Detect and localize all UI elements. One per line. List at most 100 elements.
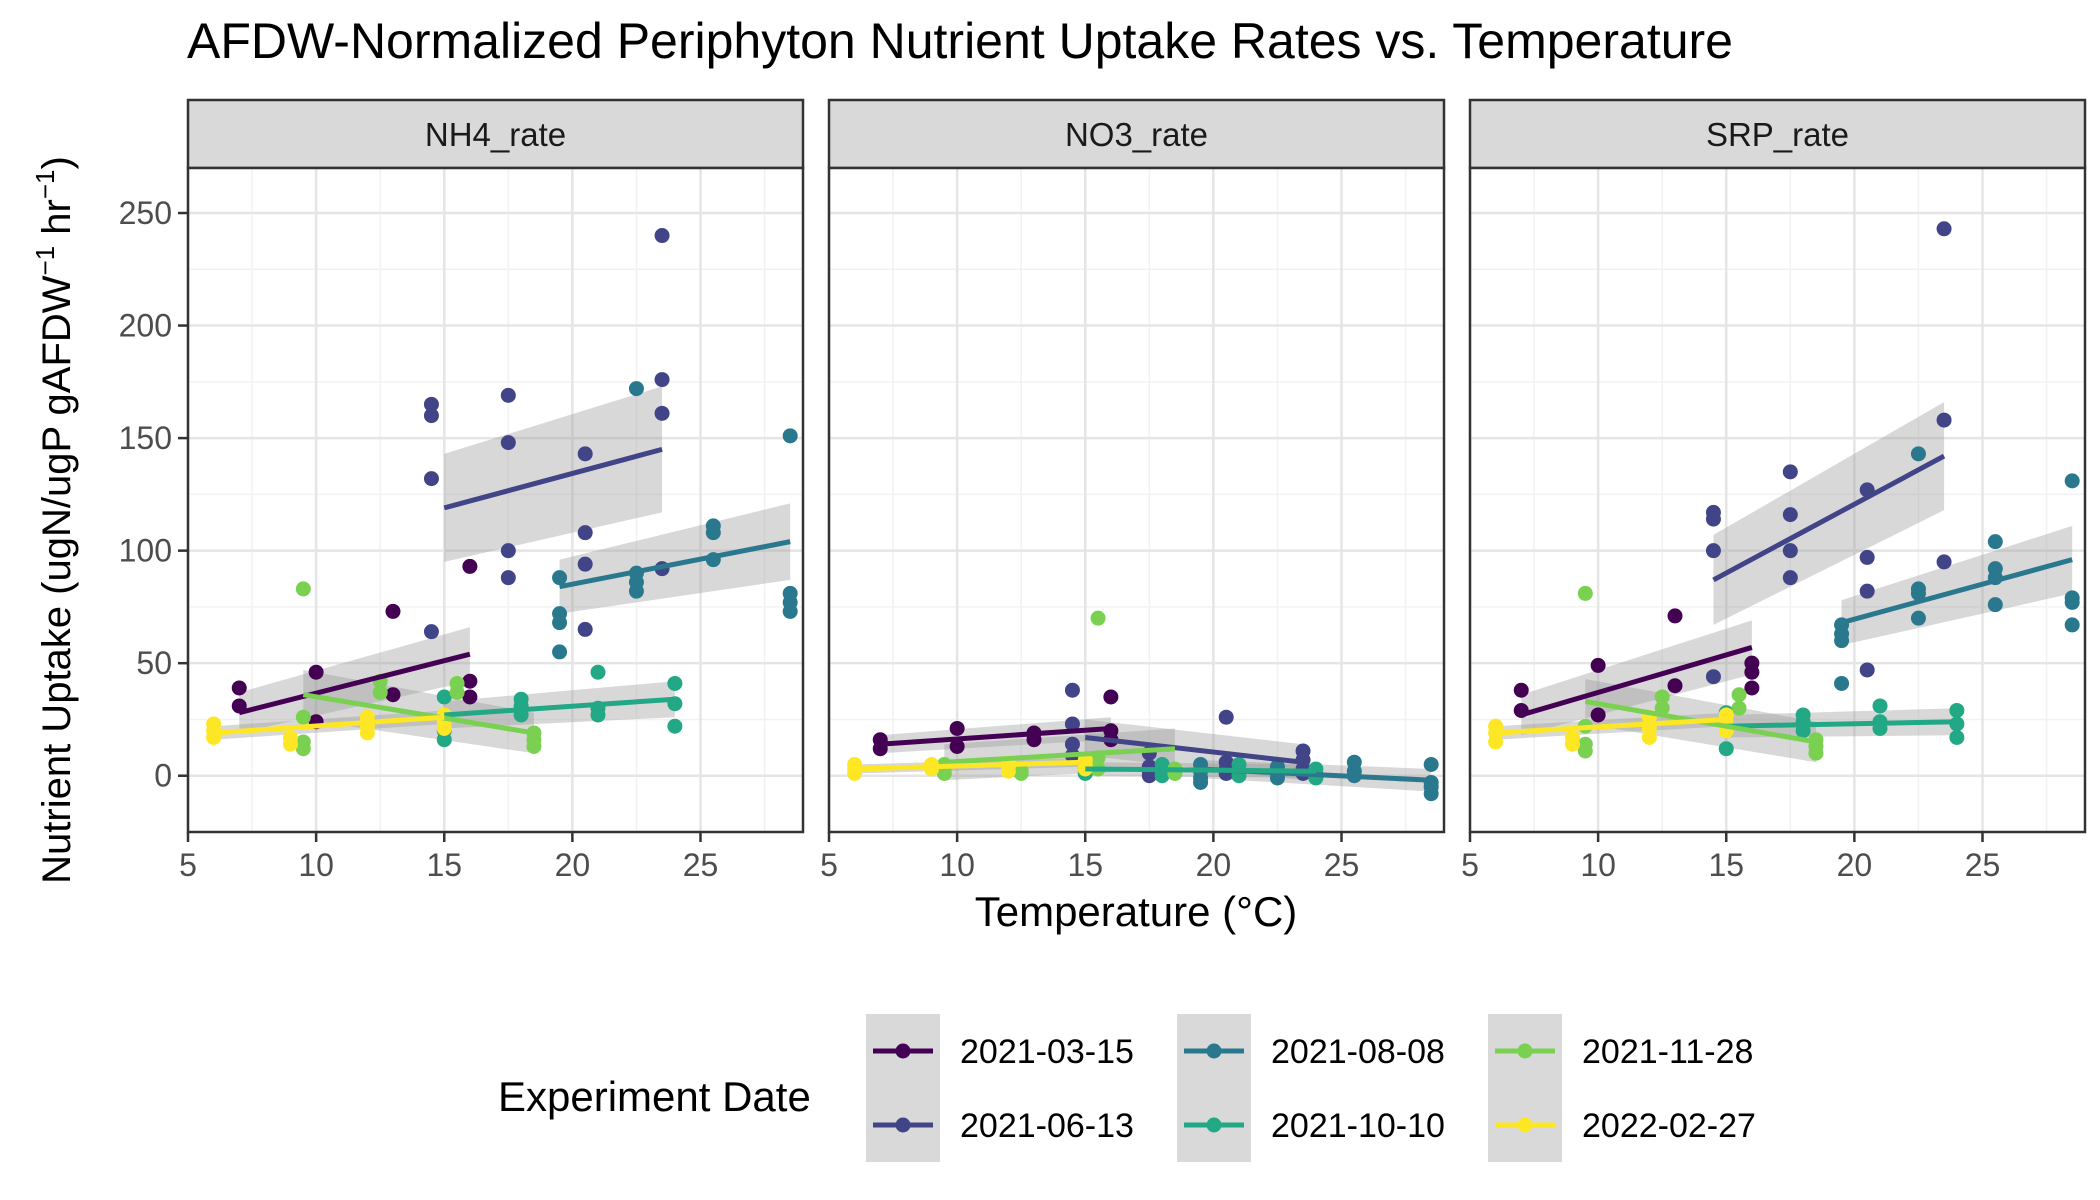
point-2021-03-15 <box>385 687 401 703</box>
ribbon-2021-03-15 <box>239 627 470 733</box>
legend-item-2021-06-13: 2021-06-13 <box>866 1088 1134 1162</box>
point-2021-10-10 <box>1718 741 1734 757</box>
y-axis-label-sup2: −1 <box>30 169 60 199</box>
y-tick-label: 150 <box>119 420 172 456</box>
panel-SRP_rate: SRP_rate 5 10 15 20 25 <box>1461 98 2087 883</box>
point-2022-02-27 <box>1000 763 1016 779</box>
point-2021-06-13 <box>423 471 439 487</box>
point-2021-06-13 <box>577 525 593 541</box>
point-2021-08-08 <box>2064 594 2080 610</box>
legend-label: 2021-11-28 <box>1582 1033 1753 1071</box>
point-2021-08-08 <box>1910 446 1926 462</box>
point-2021-06-13 <box>577 556 593 572</box>
fit-lines <box>854 725 1432 783</box>
facet-label: NH4_rate <box>425 116 566 153</box>
facet-label: NO3_rate <box>1065 116 1208 153</box>
ribbon-2021-06-13 <box>444 386 663 562</box>
point-2021-06-13 <box>423 396 439 412</box>
point-2021-11-28 <box>936 765 952 781</box>
point-2021-03-15 <box>462 689 478 705</box>
point-2021-03-15 <box>462 673 478 689</box>
legend-title: Experiment Date <box>498 1073 811 1120</box>
fit-line-2021-06-13 <box>443 446 663 511</box>
point-2021-06-13 <box>1936 554 1952 570</box>
y-tick-label: 250 <box>119 195 172 231</box>
point-2021-11-28 <box>1577 743 1593 759</box>
legend-key-point <box>895 1043 911 1059</box>
point-2021-06-13 <box>1782 464 1798 480</box>
point-2021-03-15 <box>462 558 478 574</box>
x-tick-label: 20 <box>1837 847 1873 883</box>
point-2021-11-28 <box>295 581 311 597</box>
point-2021-06-13 <box>500 435 516 451</box>
point-2021-10-10 <box>1872 698 1888 714</box>
y-tick-label: 50 <box>136 645 172 681</box>
point-2022-02-27 <box>1488 734 1504 750</box>
point-2021-10-10 <box>436 732 452 748</box>
point-2021-03-15 <box>1667 608 1683 624</box>
point-2021-06-13 <box>654 228 670 244</box>
y-axis-ticks: 0 50 100 150 200 250 <box>119 195 188 794</box>
point-2021-06-13 <box>654 405 670 421</box>
point-2021-06-13 <box>500 570 516 586</box>
legend-label: 2022-02-27 <box>1582 1107 1756 1145</box>
point-2021-11-28 <box>1731 687 1747 703</box>
point-2021-06-13 <box>1782 507 1798 523</box>
fit-lines <box>1495 453 2073 745</box>
legend-item-2021-11-28: 2021-11-28 <box>1488 1014 1753 1088</box>
x-axis-label: Temperature (°C) <box>975 888 1298 935</box>
point-2021-08-08 <box>1910 585 1926 601</box>
point-2021-03-15 <box>1667 678 1683 694</box>
point-2021-03-15 <box>949 720 965 736</box>
point-2021-06-13 <box>1859 583 1875 599</box>
panel-NH4_rate: NH4_rate 5 10 15 20 25 <box>179 98 805 883</box>
legend-key-point <box>1206 1117 1222 1133</box>
x-tick-label: 15 <box>1067 847 1103 883</box>
point-2021-10-10 <box>667 675 683 691</box>
y-axis-label-mid: hr <box>35 199 79 246</box>
fit-line-2021-08-08 <box>1840 557 2073 626</box>
point-2021-08-08 <box>2064 617 2080 633</box>
point-2021-08-08 <box>628 583 644 599</box>
point-2022-02-27 <box>436 720 452 736</box>
legend-key-point <box>895 1117 911 1133</box>
point-2021-11-28 <box>295 741 311 757</box>
point-2021-08-08 <box>1423 756 1439 772</box>
point-2021-10-10 <box>667 718 683 734</box>
point-2021-10-10 <box>590 707 606 723</box>
point-2021-06-13 <box>423 408 439 424</box>
point-2021-06-13 <box>1064 716 1080 732</box>
y-tick-label: 200 <box>119 308 172 344</box>
fit-line-2021-06-13 <box>1712 453 1946 583</box>
chart-title: AFDW-Normalized Periphyton Nutrient Upta… <box>187 13 1733 69</box>
point-2021-06-13 <box>1782 543 1798 559</box>
fit-line-2021-06-13 <box>1084 734 1304 765</box>
y-axis-label-main: Nutrient Uptake (ugN/ugP gAFDW <box>35 275 79 884</box>
ribbon-2021-06-13 <box>1713 402 1945 625</box>
facet-label: SRP_rate <box>1706 116 1849 153</box>
y-axis-label-sup1: −1 <box>30 246 60 276</box>
point-2021-08-08 <box>705 525 721 541</box>
legend-item-2021-08-08: 2021-08-08 <box>1177 1014 1445 1088</box>
x-tick-label: 15 <box>426 847 462 883</box>
point-2021-11-28 <box>526 738 542 754</box>
fit-line-2022-02-27 <box>1495 716 1727 736</box>
y-tick-label: 100 <box>119 533 172 569</box>
point-2021-03-15 <box>1744 680 1760 696</box>
legend: Experiment Date 2021-03-15 2021-06-13 2021… <box>498 1014 1756 1162</box>
point-2021-08-08 <box>1910 610 1926 626</box>
facet-strip <box>186 98 805 170</box>
point-2021-06-13 <box>1064 736 1080 752</box>
point-2021-06-13 <box>1705 669 1721 685</box>
point-2021-08-08 <box>1987 597 2003 613</box>
panel-border <box>1468 166 2087 834</box>
y-tick-label: 0 <box>154 758 172 794</box>
point-2021-06-13 <box>577 446 593 462</box>
point-2021-03-15 <box>385 603 401 619</box>
fit-line-2021-11-28 <box>302 692 535 736</box>
y-axis-label-end: ) <box>35 156 79 169</box>
x-tick-label: 25 <box>1965 847 2001 883</box>
fit-line-2021-03-15 <box>1520 645 1753 718</box>
legend-item-2021-03-15: 2021-03-15 <box>866 1014 1134 1088</box>
legend-label: 2021-03-15 <box>960 1033 1134 1071</box>
